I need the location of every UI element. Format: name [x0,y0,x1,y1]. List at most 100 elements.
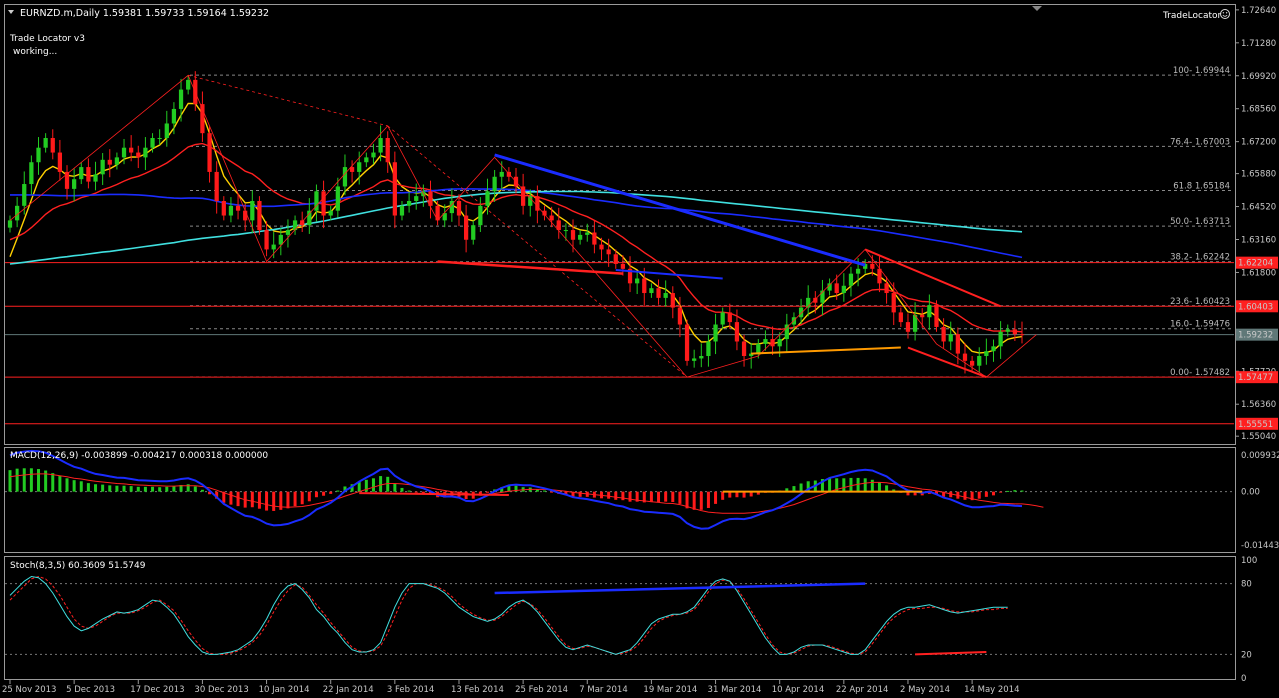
candle-body [684,324,690,361]
stoch-main-line [9,575,1008,655]
candle-body [442,213,447,221]
candle-body [364,157,369,163]
macd-histogram-bar [649,491,653,503]
macd-histogram-bar [942,491,946,497]
macd-histogram-bar [179,484,183,492]
fib-level-label: 38.2- 1.62242 [1170,253,1230,263]
macd-histogram-bar [849,477,853,492]
macd-histogram-bar [543,490,547,492]
trendline-red [864,248,1002,308]
candle-body [905,322,911,332]
candle-body [613,254,618,264]
candle-body [36,147,41,163]
candle-body [991,346,996,352]
candle-body [556,220,561,231]
candle-body [114,157,120,165]
candle-body [414,196,419,201]
candle-body [79,167,84,180]
macd-histogram-bar [29,468,33,492]
candle-body [542,210,547,216]
macd-histogram-bar [742,491,746,498]
macd-histogram-bar [143,486,147,492]
candle-body [962,353,968,361]
x-tick-label: 3 Feb 2014 [387,685,435,695]
candle-body [549,215,554,221]
macd-histogram-bar [236,491,240,507]
candle-body [848,273,854,286]
swing-dashed-line [387,125,688,378]
macd-panel: 0.009932 0.00 -0.014432 [5,449,1279,551]
macd-histogram-bar [72,480,76,492]
candle-body [506,171,511,177]
macd-histogram-bar [79,481,83,492]
candle-body [378,138,383,153]
candle-body [606,249,611,255]
macd-histogram-bar [1020,490,1024,492]
trendline-red [437,260,623,275]
price-level-badge [1236,256,1278,269]
macd-histogram-bar [279,491,283,510]
macd-histogram-bar [485,491,489,493]
macd-histogram-bar [578,491,582,497]
candle-body [884,283,889,294]
macd-histogram-bar [300,491,304,505]
price-level-badge-label: 1.59232 [1238,331,1273,341]
price-y-tick-label: 1.63160 [1241,236,1276,246]
candle-body [278,234,283,245]
candle-body [777,339,782,347]
macd-histogram-bar [58,475,62,492]
candle-body [471,225,476,240]
macd-histogram-bar [322,491,326,496]
candle-body [342,167,348,187]
candle-body [499,171,504,177]
chart-menu-triangle-icon[interactable] [8,10,14,14]
price-level-badge [1236,300,1278,313]
indicator-status: working... [13,47,57,57]
candle-body [720,312,725,325]
macd-histogram-bar [400,487,404,492]
price-level-badge [1236,417,1278,430]
candle-body [136,152,141,158]
candle-body [314,191,319,211]
shift-marker-icon[interactable] [1032,6,1042,11]
macd-histogram-bar [913,491,917,496]
candle-body [670,293,675,308]
candle-body [1005,329,1010,332]
x-axis: 25 Nov 2013 5 Dec 2013 17 Dec 2013 30 Dec 2… [2,680,1020,695]
candle-body [406,200,412,206]
price-level-badge-label: 1.62204 [1238,259,1273,269]
macd-histogram-bar [257,491,261,509]
trendline-red [907,346,987,379]
candle-body [485,191,490,206]
candle-body [570,230,576,240]
x-tick-label: 30 Dec 2013 [194,685,248,695]
candle-body [72,179,77,189]
candle-body [435,205,440,221]
candle-body [43,138,48,148]
macd-histogram-bar [714,491,718,504]
macd-histogram-bar [721,491,725,500]
macd-histogram-bar [856,477,860,492]
candle-body [984,351,989,357]
x-tick-label: 22 Apr 2014 [836,685,889,695]
candle-body [998,331,1003,347]
candle-body [763,339,768,344]
candle-body [300,220,305,226]
candle-body [285,230,291,235]
x-tick-label: 7 Mar 2014 [579,685,627,695]
candle-body [699,356,704,359]
macd-histogram-bar [571,491,575,497]
macd-histogram-bar [329,491,333,494]
macd-histogram-bar [564,491,568,495]
candle-body [22,184,27,206]
candle-body [749,353,754,357]
candle-body [663,293,668,298]
macd-histogram-bar [692,491,696,510]
macd-histogram-bar [158,487,162,492]
macd-histogram-bar [222,491,226,503]
macd-histogram-bar [8,470,12,492]
macd-panel-frame [4,447,1236,553]
price-level-badge-label: 1.57477 [1238,373,1273,383]
